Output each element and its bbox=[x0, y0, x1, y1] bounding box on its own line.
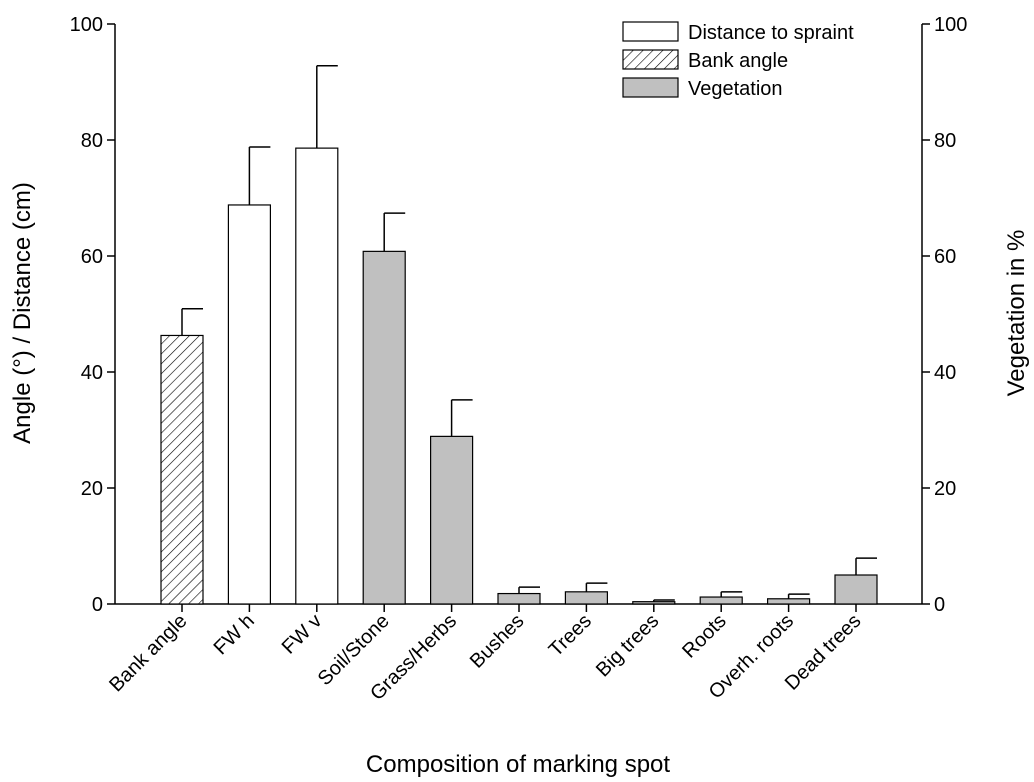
legend-label: Bank angle bbox=[688, 50, 788, 72]
x-tick-label: FW h bbox=[210, 610, 259, 659]
bars-group bbox=[160, 65, 878, 605]
y-left-tick-label: 0 bbox=[92, 594, 103, 616]
bar bbox=[699, 596, 743, 605]
x-tick-label: Big trees bbox=[592, 610, 663, 681]
y-axis-right-title: Vegetation in % bbox=[1003, 230, 1030, 397]
bar bbox=[362, 250, 406, 605]
y-axis-left: 0 20 40 60 80 100 bbox=[70, 14, 116, 616]
legend-swatch bbox=[622, 21, 679, 42]
y-axis-right: 0 20 40 60 80 100 bbox=[921, 14, 967, 616]
y-left-tick-label: 20 bbox=[81, 478, 103, 500]
bar bbox=[160, 334, 204, 605]
x-tick-label: FW v bbox=[278, 610, 327, 659]
y-right-tick-label: 100 bbox=[934, 14, 967, 36]
bar bbox=[497, 592, 541, 605]
bar bbox=[564, 591, 609, 605]
bar bbox=[295, 147, 339, 605]
y-right-tick-label: 80 bbox=[934, 130, 956, 152]
y-left-tick-label: 100 bbox=[70, 14, 103, 36]
bar bbox=[632, 601, 676, 605]
legend: Distance to spraint Bank angle Vegetation bbox=[622, 21, 854, 100]
x-tick-label: Bank angle bbox=[105, 610, 191, 696]
x-tick-label: Bushes bbox=[466, 610, 529, 673]
bar bbox=[430, 435, 474, 605]
legend-swatch bbox=[622, 49, 679, 70]
y-left-tick-label: 60 bbox=[81, 246, 103, 268]
bar bbox=[834, 574, 878, 605]
y-right-tick-label: 40 bbox=[934, 362, 956, 384]
y-right-tick-label: 60 bbox=[934, 246, 956, 268]
legend-swatch bbox=[622, 77, 679, 98]
bar bbox=[766, 598, 811, 605]
bar bbox=[227, 204, 271, 605]
legend-label: Vegetation bbox=[688, 78, 783, 100]
legend-label: Distance to spraint bbox=[688, 22, 854, 44]
y-right-tick-label: 0 bbox=[934, 594, 945, 616]
y-left-tick-label: 80 bbox=[81, 130, 103, 152]
y-right-tick-label: 20 bbox=[934, 478, 956, 500]
y-axis-left-title: Angle (°) / Distance (cm) bbox=[9, 182, 36, 444]
x-axis-title: Composition of marking spot bbox=[366, 751, 670, 778]
y-left-tick-label: 40 bbox=[81, 362, 103, 384]
x-tick-label: Trees bbox=[545, 610, 596, 661]
x-tick-label: Roots bbox=[678, 610, 731, 663]
